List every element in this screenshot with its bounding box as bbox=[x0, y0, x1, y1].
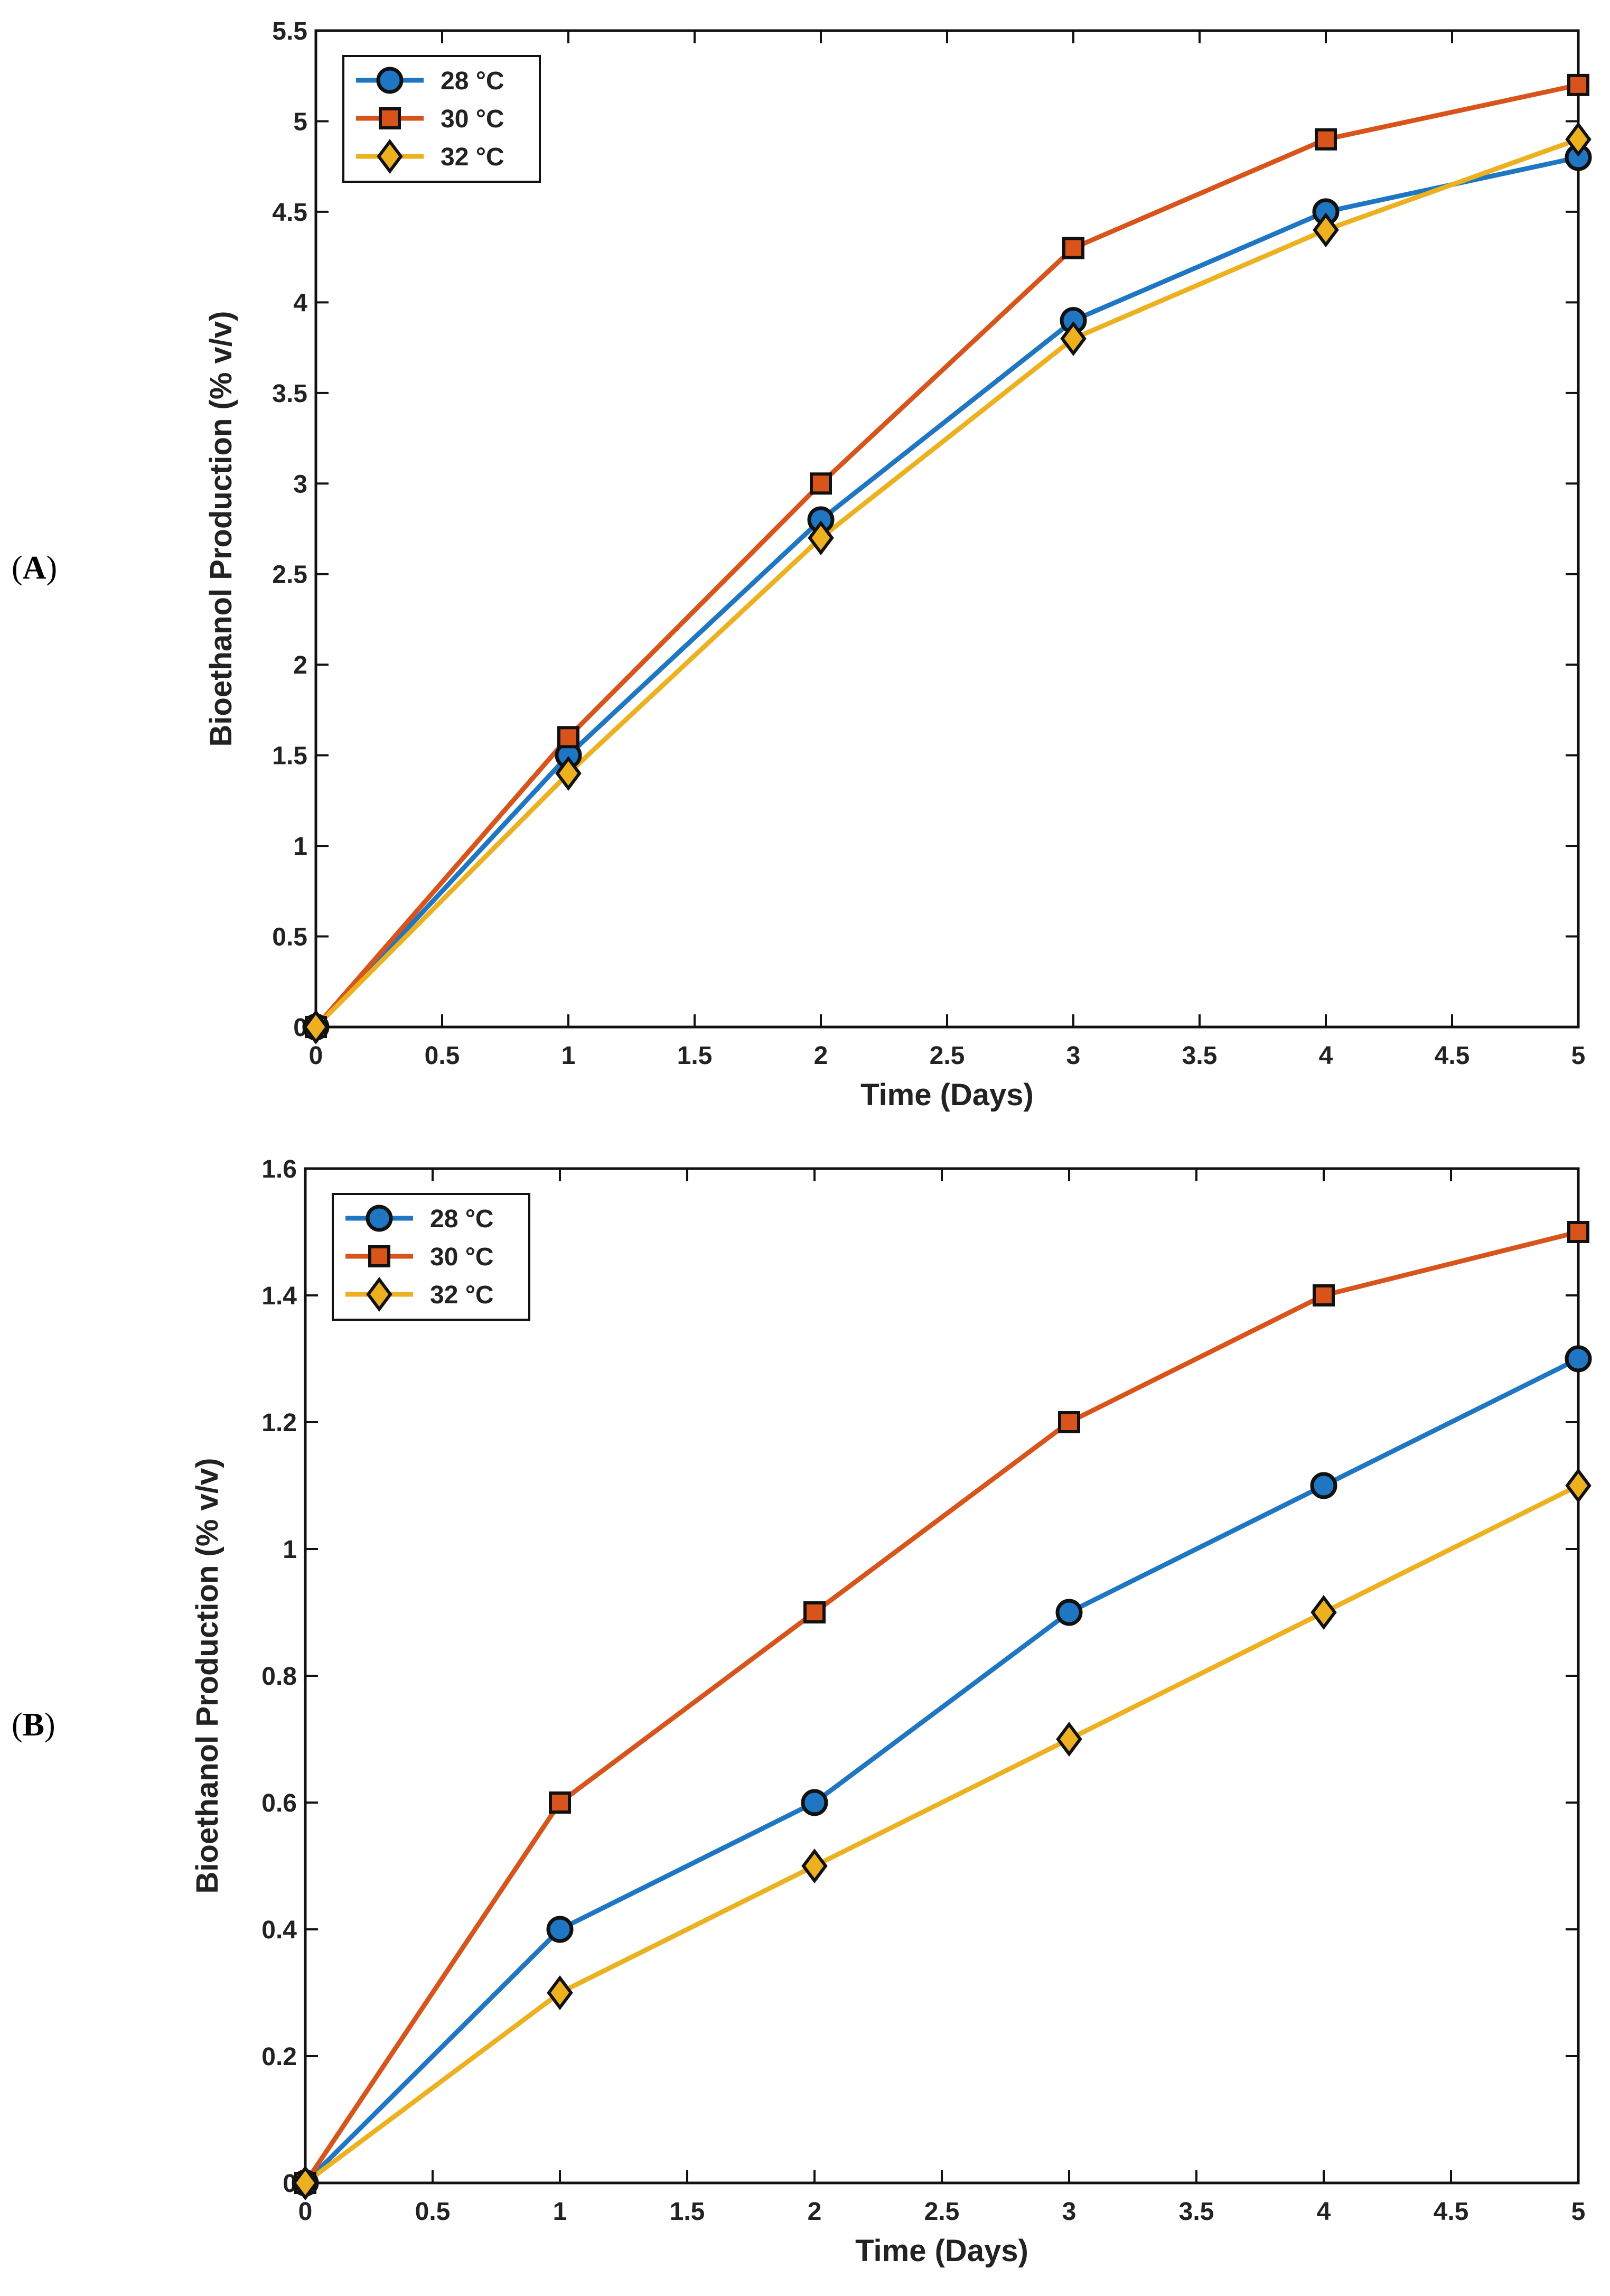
y-tick-label: 1.2 bbox=[261, 1409, 297, 1437]
data-point-series-3 bbox=[801, 1849, 828, 1883]
x-tick-label: 2 bbox=[814, 1042, 828, 1070]
legend-entry-label: 28 °C bbox=[430, 1205, 494, 1233]
y-tick-label: 3 bbox=[293, 470, 307, 498]
x-tick-label: 1 bbox=[561, 1042, 576, 1070]
x-tick-label: 4.5 bbox=[1435, 1042, 1470, 1070]
data-point-series-2 bbox=[557, 726, 579, 749]
x-tick-label: 3 bbox=[1066, 1042, 1081, 1070]
panel-label-b: (B) bbox=[12, 1707, 55, 1743]
data-point-series-3 bbox=[1313, 212, 1339, 248]
y-tick-label: 4.5 bbox=[272, 199, 307, 227]
x-tick-label: 5 bbox=[1571, 2198, 1586, 2226]
data-point-series-2 bbox=[1062, 237, 1084, 259]
legend-entry-label: 30 °C bbox=[430, 1243, 494, 1271]
y-tick-label: 0.2 bbox=[261, 2043, 297, 2071]
y-tick-label: 1.6 bbox=[261, 1155, 297, 1183]
panel-label-a: (A) bbox=[12, 550, 57, 586]
y-tick-label: 4 bbox=[293, 289, 307, 317]
series-line-3 bbox=[304, 1483, 1580, 2185]
legend-marker bbox=[368, 1245, 390, 1267]
data-point-series-2 bbox=[549, 1791, 571, 1814]
data-point-series-2 bbox=[1313, 1284, 1335, 1306]
data-point-series-3 bbox=[1565, 122, 1592, 157]
y-tick-label: 3.5 bbox=[272, 380, 307, 408]
chart-a: 0 0.5 1 1.5 2 2.5 3 3.5 4 4.5 500.511.522.533.544.… bbox=[204, 17, 1592, 1112]
x-tick-label: 2.5 bbox=[930, 1042, 965, 1070]
x-tick-label: 1.5 bbox=[677, 1042, 713, 1070]
plot-area bbox=[304, 1167, 1580, 2185]
y-tick-label: 1.5 bbox=[272, 742, 307, 770]
x-tick-label: 3.5 bbox=[1179, 2198, 1214, 2226]
data-point-series-3 bbox=[555, 755, 582, 791]
data-point-series-2 bbox=[810, 472, 832, 495]
data-point-series-1 bbox=[1310, 1472, 1337, 1499]
data-point-series-2 bbox=[1315, 128, 1337, 151]
x-tick-label: 1 bbox=[553, 2198, 567, 2226]
x-tick-label: 4.5 bbox=[1434, 2198, 1469, 2226]
legend-entry-label: 32 °C bbox=[430, 1281, 494, 1309]
data-point-series-1 bbox=[801, 1789, 828, 1816]
legend-entry-label: 30 °C bbox=[441, 105, 504, 133]
plot-area bbox=[314, 29, 1580, 1029]
data-point-series-2 bbox=[803, 1601, 826, 1623]
series-line-2 bbox=[303, 1229, 1579, 2185]
y-tick-label: 1.4 bbox=[261, 1282, 297, 1310]
series-line-2 bbox=[314, 82, 1579, 1029]
y-tick-label: 5 bbox=[293, 108, 307, 136]
data-point-series-2 bbox=[1567, 1221, 1589, 1243]
data-point-series-3 bbox=[1056, 1722, 1082, 1757]
data-point-series-1 bbox=[546, 1916, 574, 1943]
data-point-series-3 bbox=[808, 520, 834, 556]
x-tick-label: 5 bbox=[1571, 1042, 1586, 1070]
x-tick-label: 2 bbox=[808, 2198, 822, 2226]
series-line-1 bbox=[303, 1356, 1580, 2185]
y-tick-label: 2.5 bbox=[272, 561, 307, 589]
series-line-1 bbox=[314, 155, 1579, 1029]
y-axis-title: Bioethanol Production (% v/v) bbox=[190, 1458, 224, 1894]
x-tick-label: 3.5 bbox=[1182, 1042, 1218, 1070]
y-tick-label: 0.5 bbox=[272, 923, 307, 951]
legend-entry-label: 28 °C bbox=[441, 67, 504, 95]
x-tick-label: 3 bbox=[1062, 2198, 1077, 2226]
y-tick-label: 1 bbox=[293, 833, 307, 861]
data-point-series-2 bbox=[1567, 73, 1589, 96]
legend-marker bbox=[366, 1205, 393, 1232]
legend-marker bbox=[377, 139, 403, 174]
data-point-series-3 bbox=[1060, 321, 1087, 356]
y-tick-label: 2 bbox=[293, 651, 307, 679]
legend-marker bbox=[376, 67, 404, 94]
data-point-series-1 bbox=[1565, 1345, 1592, 1373]
y-axis-title: Bioethanol Production (% v/v) bbox=[204, 311, 238, 747]
chart-b: 0 0.5 1 1.5 2 2.5 3 3.5 4 4.5 500.20.40.60.811.21.… bbox=[190, 1155, 1592, 2268]
legend-entry-label: 32 °C bbox=[441, 143, 504, 171]
x-tick-label: 0 bbox=[309, 1042, 323, 1070]
data-point-series-3 bbox=[547, 1975, 573, 2010]
x-tick-label: 0 bbox=[298, 2198, 313, 2226]
data-point-series-3 bbox=[303, 1010, 329, 1044]
data-point-series-3 bbox=[1311, 1595, 1337, 1630]
x-tick-label: 4 bbox=[1319, 1042, 1333, 1070]
y-tick-label: 1 bbox=[283, 1536, 297, 1564]
data-point-series-1 bbox=[1055, 1599, 1083, 1626]
x-tick-label: 0.5 bbox=[425, 1042, 460, 1070]
x-tick-label: 0.5 bbox=[415, 2198, 451, 2226]
series-line-3 bbox=[314, 137, 1579, 1029]
x-tick-label: 1.5 bbox=[670, 2198, 705, 2226]
data-point-series-3 bbox=[292, 2166, 319, 2200]
x-tick-label: 2.5 bbox=[924, 2198, 960, 2226]
y-tick-label: 0.8 bbox=[261, 1663, 297, 1691]
x-axis-title: Time (Days) bbox=[860, 1078, 1034, 1112]
legend-marker bbox=[366, 1277, 392, 1312]
legend-marker bbox=[379, 107, 401, 129]
x-axis-title: Time (Days) bbox=[855, 2234, 1028, 2268]
data-point-series-3 bbox=[1565, 1468, 1592, 1503]
y-tick-label: 0.6 bbox=[261, 1789, 297, 1817]
x-tick-label: 4 bbox=[1317, 2198, 1331, 2226]
data-point-series-2 bbox=[1058, 1411, 1080, 1433]
y-tick-label: 0.4 bbox=[261, 1916, 297, 1944]
y-tick-label: 5.5 bbox=[272, 17, 307, 45]
